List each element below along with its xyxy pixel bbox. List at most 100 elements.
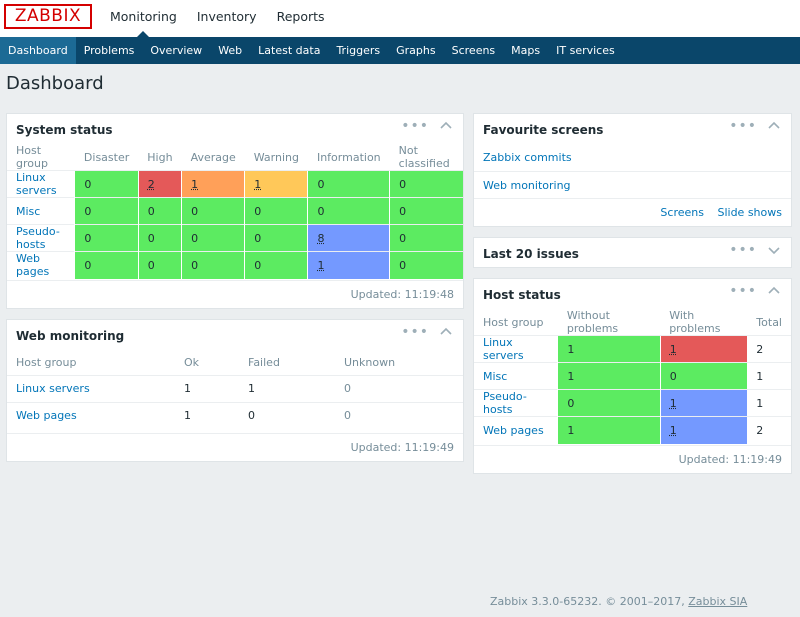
high-count: 0 xyxy=(137,251,182,279)
disaster-count: 0 xyxy=(74,224,139,252)
web-monitoring-widget: Web monitoring ••• Host group Ok Failed … xyxy=(6,319,464,462)
with-problems-count[interactable]: 1 xyxy=(669,423,677,437)
chevron-up-icon[interactable] xyxy=(767,119,781,133)
host-group-link[interactable]: Linux servers xyxy=(7,374,175,402)
col-unknown: Unknown xyxy=(344,355,396,369)
without-problems-count: 1 xyxy=(557,416,661,444)
chevron-down-icon[interactable] xyxy=(767,243,781,257)
warning-count-cell[interactable]: 1 xyxy=(244,170,308,198)
sub-menu-screens[interactable]: Screens xyxy=(451,44,496,57)
host-group-link[interactable]: Web pages xyxy=(7,251,75,279)
table-row: Linux servers 0 2 1 1 0 0 xyxy=(7,170,463,198)
high-count-cell[interactable]: 2 xyxy=(137,170,182,198)
with-problems-cell[interactable]: 1 xyxy=(659,335,748,363)
sub-menu-maps[interactable]: Maps xyxy=(511,44,541,57)
high-count[interactable]: 2 xyxy=(147,177,155,191)
zabbix-logo[interactable]: ZABBIX xyxy=(4,4,92,29)
footer-version: Zabbix 3.3.0-65232. © 2001–2017, xyxy=(490,595,685,608)
chevron-up-icon[interactable] xyxy=(439,119,453,133)
table-row: Pseudo-hosts 0 0 0 0 8 0 xyxy=(7,224,463,252)
host-group-link[interactable]: Pseudo-hosts xyxy=(7,224,75,252)
sub-menu-overview[interactable]: Overview xyxy=(150,44,203,57)
widget-header: Last 20 issues ••• xyxy=(474,238,791,268)
widget-title: Web monitoring xyxy=(16,329,125,343)
host-group-link[interactable]: Linux servers xyxy=(474,335,558,363)
sub-menu-latest-data[interactable]: Latest data xyxy=(258,44,321,57)
table-row: Linux servers 1 1 0 xyxy=(7,374,463,402)
col-host-group[interactable]: Host group xyxy=(16,144,48,170)
information-count-cell[interactable]: 8 xyxy=(307,224,390,252)
col-ok: Ok xyxy=(184,355,200,369)
average-count-cell[interactable]: 1 xyxy=(181,170,245,198)
more-options-icon[interactable]: ••• xyxy=(401,118,429,134)
ok-count: 1 xyxy=(175,401,239,429)
more-options-icon[interactable]: ••• xyxy=(729,283,757,299)
warning-count: 0 xyxy=(244,251,308,279)
favourite-screen-link[interactable]: Zabbix commits xyxy=(483,151,572,164)
widget-title: Favourite screens xyxy=(483,123,604,137)
average-count: 0 xyxy=(181,197,245,225)
system-status-table: Host group Disaster High Average Warning… xyxy=(7,144,463,279)
sub-menu-graphs[interactable]: Graphs xyxy=(396,44,436,57)
host-group-link[interactable]: Misc xyxy=(474,362,558,390)
not-classified-count: 0 xyxy=(389,251,463,279)
widget-header: Web monitoring ••• xyxy=(7,320,463,350)
sub-menu-dashboard[interactable]: Dashboard xyxy=(0,37,76,64)
col-failed: Failed xyxy=(248,355,280,369)
average-count: 0 xyxy=(181,224,245,252)
col-host-group[interactable]: Host group xyxy=(16,355,77,369)
more-options-icon[interactable]: ••• xyxy=(729,118,757,134)
host-group-link[interactable]: Web pages xyxy=(7,401,175,429)
with-problems-cell[interactable]: 1 xyxy=(659,389,748,417)
failed-count: 0 xyxy=(239,401,335,429)
not-classified-count: 0 xyxy=(389,224,463,252)
slide-shows-link[interactable]: Slide shows xyxy=(717,206,782,219)
more-options-icon[interactable]: ••• xyxy=(729,242,757,258)
disaster-count: 0 xyxy=(74,251,139,279)
with-problems-cell[interactable]: 1 xyxy=(659,416,748,444)
host-status-table: Host group Without problems With problem… xyxy=(474,309,791,444)
zabbix-sia-link[interactable]: Zabbix SIA xyxy=(688,595,748,608)
without-problems-count: 1 xyxy=(557,362,661,390)
host-group-link[interactable]: Misc xyxy=(7,197,75,225)
top-menu: Monitoring Inventory Reports xyxy=(100,0,335,37)
chevron-up-icon[interactable] xyxy=(439,325,453,339)
page-title: Dashboard xyxy=(6,73,104,94)
host-group-link[interactable]: Web pages xyxy=(474,416,558,444)
page-footer: Zabbix 3.3.0-65232. © 2001–2017, Zabbix … xyxy=(490,595,747,608)
with-problems-count[interactable]: 1 xyxy=(669,396,677,410)
favourite-screens-widget: Favourite screens ••• Zabbix commits Web… xyxy=(473,113,792,227)
sub-menu-problems[interactable]: Problems xyxy=(83,44,135,57)
host-group-link[interactable]: Pseudo-hosts xyxy=(474,389,558,417)
top-bar: ZABBIX Monitoring Inventory Reports xyxy=(0,0,800,37)
chevron-up-icon[interactable] xyxy=(767,284,781,298)
favourite-screen-link[interactable]: Web monitoring xyxy=(474,171,791,198)
warning-count[interactable]: 1 xyxy=(254,177,262,191)
widget-header: Favourite screens ••• xyxy=(474,114,791,144)
disaster-count: 0 xyxy=(74,170,139,198)
col-host-group[interactable]: Host group xyxy=(483,315,544,329)
screens-link[interactable]: Screens xyxy=(660,206,704,219)
host-group-link[interactable]: Linux servers xyxy=(7,170,75,198)
col-high: High xyxy=(147,150,173,164)
total-count: 2 xyxy=(747,416,791,444)
information-count[interactable]: 8 xyxy=(317,231,325,245)
top-menu-inventory[interactable]: Inventory xyxy=(196,9,257,24)
top-menu-monitoring[interactable]: Monitoring xyxy=(100,0,187,37)
top-menu-reports[interactable]: Reports xyxy=(276,9,325,24)
more-options-icon[interactable]: ••• xyxy=(401,324,429,340)
information-count-cell[interactable]: 1 xyxy=(307,251,390,279)
failed-count: 1 xyxy=(239,374,335,402)
information-count[interactable]: 1 xyxy=(317,258,325,272)
table-row: Web pages 1 0 0 xyxy=(7,401,463,429)
col-information: Information xyxy=(316,150,381,164)
disaster-count: 0 xyxy=(74,197,139,225)
sub-menu-triggers[interactable]: Triggers xyxy=(336,44,381,57)
table-row: Linux servers 1 1 2 xyxy=(474,335,791,363)
sub-menu-it-services[interactable]: IT services xyxy=(556,44,615,57)
col-with-problems: With problems xyxy=(669,309,721,335)
average-count[interactable]: 1 xyxy=(191,177,199,191)
sub-menu-web[interactable]: Web xyxy=(218,44,243,57)
with-problems-count[interactable]: 1 xyxy=(669,342,677,356)
unknown-count: 0 xyxy=(335,374,463,402)
